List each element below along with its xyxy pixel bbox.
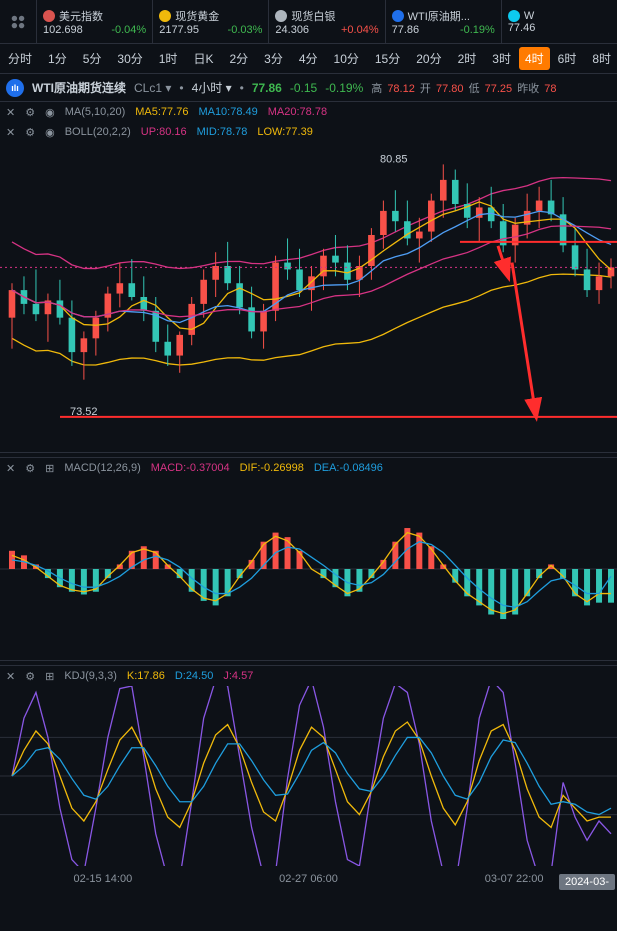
visibility-icon[interactable]: ◉ (45, 106, 55, 119)
macd-label: MACD(12,26,9) (64, 462, 140, 474)
visibility-icon[interactable]: ◉ (45, 126, 55, 139)
timeframe-button[interactable]: 30分 (109, 44, 150, 73)
settings-icon[interactable]: ⚙ (25, 126, 35, 139)
timeframe-button[interactable]: 20分 (408, 44, 449, 73)
timeframe-button[interactable]: 日K (185, 44, 221, 73)
timeframe-button[interactable]: 4时 (519, 47, 550, 70)
timeframe-button[interactable]: 2时 (450, 44, 485, 73)
ticker-item[interactable]: 现货黄金2177.95-0.03% (152, 0, 268, 43)
expand-icon[interactable]: ⊞ (45, 462, 54, 475)
close-icon[interactable]: ✕ (6, 126, 15, 139)
ticker-item[interactable]: 美元指数102.698-0.04% (36, 0, 152, 43)
timeframe-button[interactable]: 3时 (484, 44, 519, 73)
ticker-item[interactable]: W77.46 (501, 0, 617, 43)
time-axis: 02-15 14:0002-27 06:0003-07 22:002024-03… (0, 866, 617, 892)
settings-icon[interactable]: ⚙ (25, 670, 35, 683)
price-chart[interactable]: 80.85 73.52 (0, 142, 617, 452)
symbol-header: ılı WTI原油期货连续 CLc1 ▾ • 4小时 ▾ • 77.86 -0.… (0, 74, 617, 102)
ticker-item[interactable]: WTI原油期...77.86-0.19% (385, 0, 501, 43)
symbol-name: WTI原油期货连续 (32, 79, 126, 96)
timeframe-button[interactable]: 1分 (40, 44, 75, 73)
timeframe-button[interactable]: 2分 (221, 44, 256, 73)
timeframe-button[interactable]: 10分 (326, 44, 367, 73)
timeframe-button[interactable]: 6时 (550, 44, 585, 73)
symbol-badge-icon: ılı (6, 79, 24, 97)
app-menu-icon[interactable] (0, 0, 36, 43)
change-pct: -0.19% (325, 81, 363, 95)
ohlc-summary: 高 78.12 开 77.80 低 77.25 昨收 78 (371, 80, 558, 96)
timeframe-button[interactable]: 15分 (367, 44, 408, 73)
timeframe-button[interactable]: 分时 (0, 44, 40, 73)
timeframe-button[interactable]: 4分 (291, 44, 326, 73)
kdj-label: KDJ(9,3,3) (64, 670, 117, 682)
kdj-chart[interactable] (0, 686, 617, 866)
macd-chart[interactable] (0, 478, 617, 660)
boll-label: BOLL(20,2,2) (65, 126, 131, 138)
close-icon[interactable]: ✕ (6, 106, 15, 119)
timeframe-button[interactable]: 1时 (151, 44, 186, 73)
timeframe-bar: 分时1分5分30分1时日K2分3分4分10分15分20分2时3时4时6时8时1 (0, 44, 617, 74)
close-icon[interactable]: ✕ (6, 670, 15, 683)
change-abs: -0.15 (290, 81, 317, 95)
timeframe-button[interactable]: 8时 (584, 44, 617, 73)
ma-label: MA(5,10,20) (65, 106, 126, 118)
boll-indicator-row: ✕ ⚙ ◉ BOLL(20,2,2) UP:80.16MID:78.78LOW:… (0, 122, 617, 142)
close-icon[interactable]: ✕ (6, 462, 15, 475)
kdj-indicator-row: ✕ ⚙ ⊞ KDJ(9,3,3) K:17.86D:24.50J:4.57 (0, 666, 617, 686)
settings-icon[interactable]: ⚙ (25, 106, 35, 119)
timeframe-button[interactable]: 5分 (75, 44, 110, 73)
expand-icon[interactable]: ⊞ (45, 670, 54, 683)
settings-icon[interactable]: ⚙ (25, 462, 35, 475)
timeframe-button[interactable]: 3分 (256, 44, 291, 73)
ticker-strip: 美元指数102.698-0.04%现货黄金2177.95-0.03%现货白银24… (0, 0, 617, 44)
svg-text:73.52: 73.52 (70, 406, 98, 418)
macd-indicator-row: ✕ ⚙ ⊞ MACD(12,26,9) MACD:-0.37004DIF:-0.… (0, 458, 617, 478)
symbol-timeframe[interactable]: 4小时 ▾ (192, 79, 232, 96)
ma-indicator-row: ✕ ⚙ ◉ MA(5,10,20) MA5:77.76MA10:78.49MA2… (0, 102, 617, 122)
ticker-item[interactable]: 现货白银24.306+0.04% (268, 0, 384, 43)
svg-text:80.85: 80.85 (380, 153, 408, 165)
last-price: 77.86 (252, 81, 282, 95)
current-date-badge: 2024-03- (559, 874, 615, 890)
symbol-code: CLc1 ▾ (134, 81, 171, 95)
